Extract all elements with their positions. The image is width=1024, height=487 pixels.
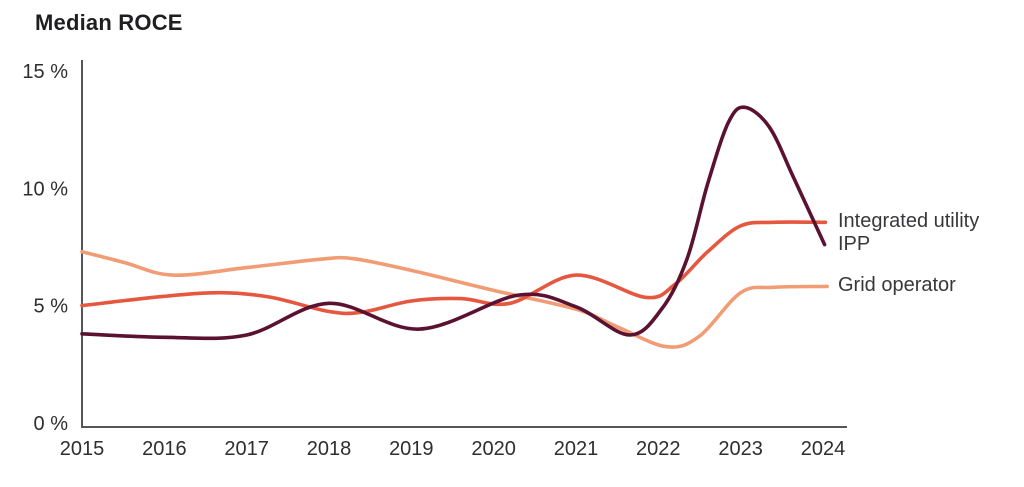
series-line-integrated-utility — [80, 220, 828, 316]
x-tick-label-2020: 2020 — [471, 438, 516, 460]
legend-label-integrated-utility: Integrated utility — [838, 210, 980, 233]
x-tick-label-2022: 2022 — [636, 438, 681, 460]
y-tick-label-15: 15 % — [22, 61, 68, 83]
x-tick-label-2017: 2017 — [224, 438, 269, 460]
x-tick-label-2016: 2016 — [142, 438, 187, 460]
series-line-grid-operator — [80, 249, 829, 349]
x-tick-label-2018: 2018 — [307, 438, 352, 460]
series-line-ipp — [80, 105, 827, 341]
y-tick-label-0: 0 % — [34, 413, 69, 435]
legend-label-grid-operator: Grid operator — [838, 274, 956, 297]
chart-title: Median ROCE — [35, 10, 183, 35]
y-tick-label-5: 5 % — [34, 296, 69, 318]
x-tick-label-2015: 2015 — [60, 438, 105, 460]
x-tick-label-2024: 2024 — [801, 438, 846, 460]
legend-label-ipp: IPP — [838, 232, 871, 255]
x-tick-label-2021: 2021 — [554, 438, 599, 460]
x-tick-label-2023: 2023 — [718, 438, 763, 460]
x-tick-label-2019: 2019 — [389, 438, 434, 460]
y-tick-label-10: 10 % — [22, 178, 68, 200]
